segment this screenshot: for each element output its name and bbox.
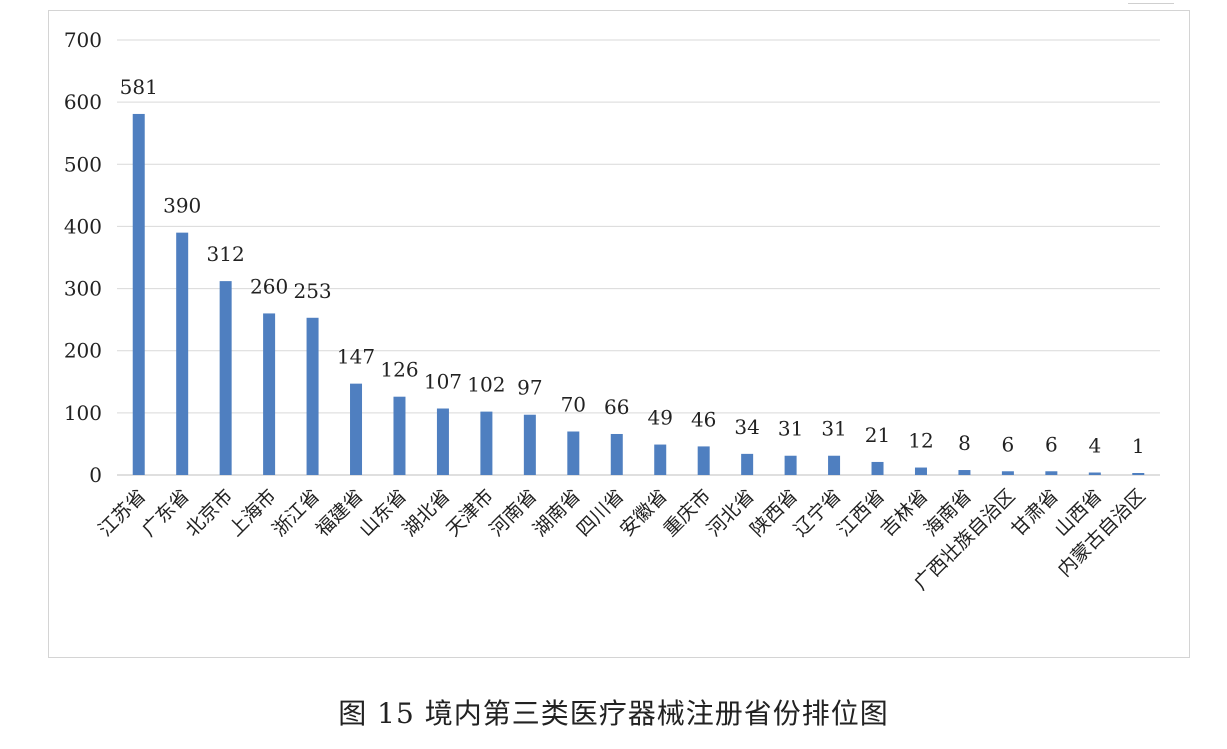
bar	[393, 396, 406, 475]
x-tick-label: 湖南省	[529, 485, 585, 541]
data-label: 253	[293, 279, 331, 303]
chart-frame	[48, 10, 1190, 658]
data-label: 102	[467, 373, 505, 397]
x-tick-label: 北京市	[181, 485, 237, 541]
bar	[176, 232, 189, 475]
data-label: 21	[865, 423, 890, 447]
x-tick-label: 河南省	[486, 485, 542, 541]
x-tick-label: 浙江省	[268, 485, 324, 541]
y-tick-label: 200	[64, 339, 102, 363]
x-tick-label: 天津市	[442, 485, 498, 541]
bar	[306, 317, 319, 475]
y-tick-label: 700	[64, 28, 102, 52]
figure-caption: 图 15 境内第三类医疗器械注册省份排位图	[338, 697, 889, 730]
y-tick-label: 400	[64, 214, 102, 238]
corner-mark	[1128, 0, 1174, 4]
data-label: 31	[778, 417, 803, 441]
bar	[523, 414, 536, 475]
bar	[1132, 473, 1145, 475]
bar	[1045, 471, 1058, 475]
bar	[219, 281, 232, 475]
bar	[654, 444, 667, 475]
bar	[741, 453, 754, 475]
data-label: 6	[1002, 432, 1015, 456]
data-label: 581	[120, 75, 158, 99]
bar	[1088, 472, 1101, 475]
x-tick-label: 陕西省	[746, 485, 802, 541]
bar	[828, 455, 841, 475]
data-label: 8	[958, 431, 971, 455]
x-tick-label: 江苏省	[94, 485, 150, 541]
bar-chart: 0 100 200 300 400 500 600 700 581 江苏省 390 广东省 312 北京市…	[64, 28, 1160, 595]
data-label: 312	[207, 242, 245, 266]
x-tick-label: 甘肃省	[1007, 485, 1063, 541]
bar	[610, 433, 623, 475]
x-tick-label: 四川省	[572, 485, 628, 541]
x-tick-label: 江西省	[833, 485, 889, 541]
data-label: 12	[908, 429, 933, 453]
bar	[958, 470, 971, 475]
bar	[263, 313, 276, 475]
data-label: 147	[337, 345, 375, 369]
data-label: 49	[648, 406, 673, 430]
data-label: 97	[517, 376, 542, 400]
bar	[350, 383, 363, 475]
x-tick-label: 山东省	[355, 485, 411, 541]
data-label: 46	[691, 407, 716, 431]
x-tick-label: 河北省	[703, 485, 759, 541]
bar	[480, 411, 493, 475]
bar	[132, 113, 145, 475]
x-tick-label: 安徽省	[616, 485, 672, 541]
y-tick-label: 100	[64, 401, 102, 425]
x-tick-label: 湖北省	[399, 485, 455, 541]
data-label: 66	[604, 395, 629, 419]
x-tick-label: 重庆市	[659, 485, 715, 541]
bar	[784, 455, 797, 475]
data-label: 4	[1088, 434, 1101, 458]
data-label: 70	[561, 393, 586, 417]
y-tick-label: 500	[64, 152, 102, 176]
data-label: 1	[1132, 434, 1145, 458]
data-label: 126	[380, 358, 418, 382]
y-tick-label: 0	[89, 463, 102, 487]
bar	[567, 431, 580, 475]
data-label: 390	[163, 194, 201, 218]
bar	[871, 461, 884, 475]
x-tick-label: 辽宁省	[790, 485, 846, 541]
data-label: 107	[424, 370, 462, 394]
data-label: 6	[1045, 432, 1058, 456]
data-label: 260	[250, 274, 288, 298]
data-label: 34	[734, 415, 759, 439]
x-tick-label: 吉林省	[877, 485, 933, 541]
x-tick-label: 上海市	[225, 485, 281, 541]
x-tick-label: 福建省	[312, 485, 368, 541]
bar	[1001, 471, 1014, 475]
y-tick-label: 600	[64, 90, 102, 114]
bar	[436, 408, 449, 475]
bar	[697, 446, 710, 475]
y-tick-label: 300	[64, 277, 102, 301]
data-label: 31	[821, 417, 846, 441]
bar	[914, 467, 927, 475]
x-tick-label: 广东省	[138, 485, 194, 541]
